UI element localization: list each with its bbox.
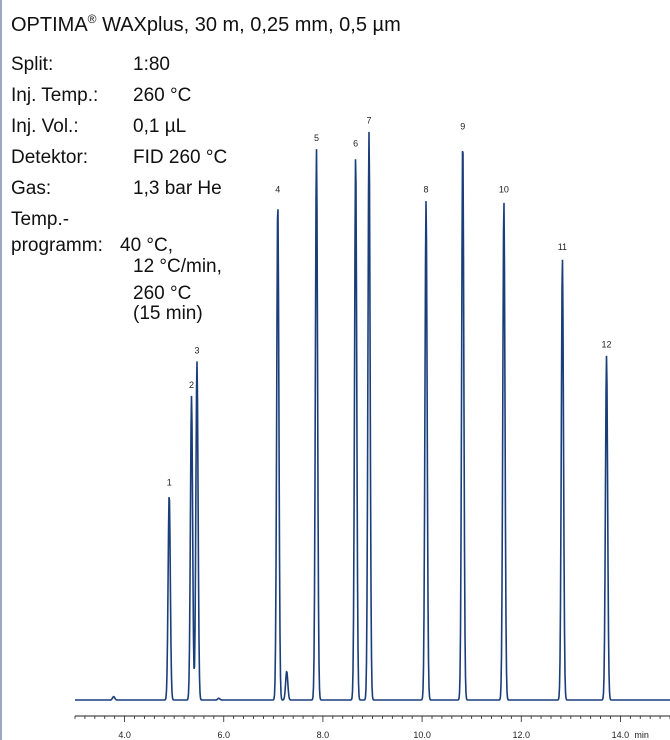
peak-label-9: 9 — [460, 121, 465, 131]
condition-value: (15 min) — [133, 303, 203, 324]
condition-label: Detektor: — [11, 147, 89, 168]
peak-label-6: 6 — [353, 139, 358, 149]
x-tick-label: 6.0 — [217, 730, 230, 740]
registered-mark: ® — [87, 12, 97, 26]
column-name: OPTIMA — [11, 14, 88, 36]
condition-label: Split: — [11, 54, 54, 75]
x-tick-label: 14.0 — [612, 730, 630, 740]
peak-label-7: 7 — [367, 116, 372, 126]
x-tick-label: 8.0 — [317, 730, 330, 740]
condition-value: 0,1 µL — [133, 116, 187, 137]
peak-label-5: 5 — [314, 133, 319, 143]
peak-label-10: 10 — [499, 185, 509, 195]
peak-label-12: 12 — [602, 340, 612, 350]
x-axis: 4.0 6.0 8.0 10.0 12.0 14.0 min — [74, 715, 670, 740]
column-spec: WAXplus, 30 m, 0,25 mm, 0,5 µm — [96, 14, 401, 36]
condition-value: 1:80 — [133, 54, 170, 75]
condition-label: Inj. Vol.: — [11, 116, 79, 137]
peak-label-11: 11 — [558, 242, 567, 252]
condition-label: Gas: — [11, 178, 52, 199]
condition-value: FID 260 °C — [133, 147, 228, 168]
column-title: OPTIMA® WAXplus, 30 m, 0,25 mm, 0,5 µm — [11, 12, 401, 37]
condition-label: Inj. Temp.: — [11, 85, 99, 106]
condition-value: 40 °C, — [120, 235, 174, 256]
condition-value: 260 °C — [133, 85, 192, 106]
x-tick-label: 4.0 — [118, 730, 131, 740]
condition-value: 12 °C/min, — [133, 256, 222, 277]
x-tick-label: 10.0 — [413, 730, 431, 740]
chromatogram-trace — [75, 131, 670, 701]
peak-label-8: 8 — [424, 185, 429, 195]
peak-label-1: 1 — [167, 477, 172, 487]
condition-label: programm: — [11, 235, 103, 256]
x-tick-label: 12.0 — [512, 730, 530, 740]
condition-label: Temp.- — [11, 209, 70, 230]
x-unit-label: min — [634, 730, 649, 740]
condition-value: 260 °C — [133, 283, 192, 304]
peak-label-4: 4 — [275, 185, 280, 195]
peak-label-2: 2 — [189, 380, 194, 390]
condition-value: 1,3 bar He — [133, 178, 222, 199]
peak-label-3: 3 — [194, 345, 199, 355]
